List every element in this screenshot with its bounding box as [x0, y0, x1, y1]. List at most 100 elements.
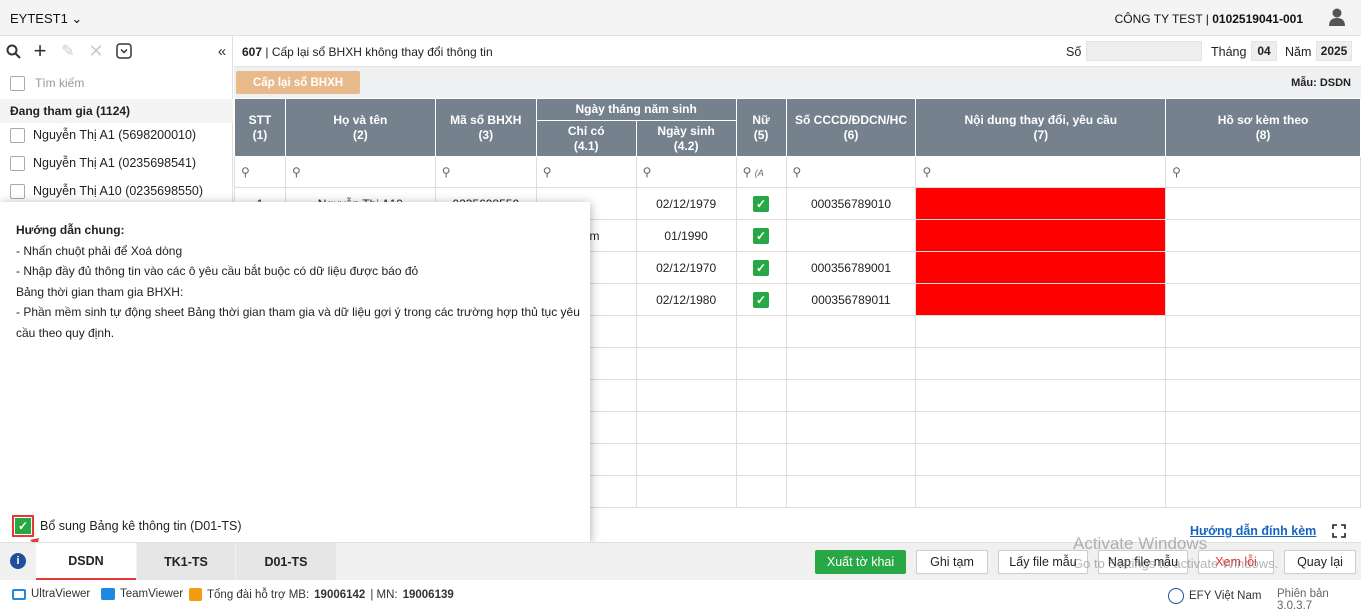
- quay-lai-button[interactable]: Quay lại: [1284, 550, 1356, 574]
- col-hoso: Hồ sơ kèm theo (8): [1165, 98, 1361, 157]
- efy-logo-icon: [1168, 588, 1184, 604]
- cell-nu[interactable]: ✓: [735, 251, 787, 284]
- list-item[interactable]: Nguyễn Thị A10 (0235698550): [10, 180, 203, 202]
- filter-cell[interactable]: ⚲: [1165, 156, 1361, 188]
- search-icon: ⚲: [922, 165, 932, 179]
- collapse-icon[interactable]: «: [217, 42, 227, 60]
- guide-title: Hướng dẫn chung:: [16, 223, 125, 237]
- phone-icon: [189, 588, 202, 601]
- xuat-to-khai-button[interactable]: Xuất tờ khai: [815, 550, 906, 574]
- cell-noidung-error[interactable]: [915, 251, 1167, 284]
- nap-file-mau-button[interactable]: Nạp file mẫu: [1098, 550, 1188, 574]
- filter-cell[interactable]: ⚲: [635, 156, 737, 188]
- cell-ngaysinh[interactable]: 02/12/1979: [635, 187, 737, 220]
- col-noidung: Nội dung thay đổi, yêu cầu (7): [915, 98, 1167, 157]
- expand-icon[interactable]: [1332, 524, 1346, 538]
- cell-noidung-error[interactable]: [915, 187, 1167, 220]
- cell-nu[interactable]: ✓: [735, 219, 787, 252]
- bottom-bar: i DSDN TK1-TS D01-TS Xuất tờ khai Ghi tạ…: [0, 542, 1361, 580]
- tenant-selector[interactable]: EYTEST1 ⌄: [10, 11, 83, 26]
- guide-line: Bảng thời gian tham gia BHXH:: [16, 284, 184, 299]
- filter-cell[interactable]: ⚲: [915, 156, 1167, 188]
- cell-ngaysinh[interactable]: 02/12/1970: [635, 251, 737, 284]
- col-hoten: Họ và tên (2): [284, 98, 436, 157]
- search-icon: ⚲: [241, 165, 250, 179]
- col-ngaysinh-group: Ngày tháng năm sinh: [535, 98, 737, 121]
- filter-cell[interactable]: ⚲: [785, 156, 917, 188]
- cell-nu[interactable]: ✓: [735, 187, 787, 220]
- guide-popup: Hướng dẫn chung: - Nhấn chuột phải để Xo…: [0, 202, 590, 542]
- search-icon[interactable]: [4, 42, 22, 60]
- footer: UltraViewer TeamViewer Tổng đài hỗ trợ M…: [0, 580, 1361, 612]
- cell-hoso[interactable]: [1165, 187, 1361, 220]
- filter-cell[interactable]: ⚲: [284, 156, 436, 188]
- bosung-checkbox[interactable]: ✓: [12, 515, 34, 537]
- filter-cell[interactable]: ⚲ (A: [735, 156, 787, 188]
- windows-watermark: Activate Windows Go to Settings to activ…: [1073, 534, 1279, 571]
- so-label: Số: [1066, 45, 1082, 59]
- nam-input[interactable]: 2025: [1316, 41, 1352, 61]
- filter-cell[interactable]: ⚲: [434, 156, 537, 188]
- search-icon: ⚲: [542, 165, 552, 179]
- monitor-icon: [12, 588, 26, 600]
- cell-noidung-error[interactable]: [915, 283, 1167, 316]
- bosung-checkbox-row[interactable]: ✓ Bổ sung Bảng kê thông tin (D01-TS): [12, 515, 242, 537]
- dropdown-box-icon[interactable]: [115, 42, 133, 60]
- cell-cccd[interactable]: 000356789011: [785, 283, 917, 316]
- info-icon[interactable]: i: [10, 553, 26, 569]
- item-checkbox[interactable]: [10, 127, 25, 143]
- cell-ngaysinh[interactable]: 02/12/1980: [635, 283, 737, 316]
- user-icon[interactable]: [1327, 7, 1347, 27]
- cell-cccd[interactable]: 000356789010: [785, 187, 917, 220]
- search-icon: ⚲: [291, 165, 301, 179]
- xem-loi-button[interactable]: Xem lỗi: [1198, 550, 1274, 574]
- company-info: CÔNG TY TEST | 0102519041-001: [1114, 12, 1303, 26]
- guide-text: Hướng dẫn chung: - Nhấn chuột phải để Xo…: [16, 220, 586, 343]
- teamviewer-icon: [101, 588, 115, 600]
- cell-noidung-error[interactable]: [915, 219, 1167, 252]
- group-header[interactable]: Đang tham gia (1124): [0, 99, 233, 123]
- list-item[interactable]: Nguyễn Thị A1 (0235698541): [10, 152, 196, 174]
- so-input[interactable]: [1086, 41, 1202, 61]
- item-checkbox[interactable]: [10, 155, 25, 171]
- cell-cccd[interactable]: [785, 219, 917, 252]
- col-ngaysinh: Ngày sinh (4.2): [635, 120, 737, 157]
- checkmark-icon[interactable]: ✓: [753, 291, 770, 308]
- edit-icon[interactable]: ✎: [61, 43, 75, 60]
- cell-hoso[interactable]: [1165, 219, 1361, 252]
- template-label: Mẫu: DSDN: [1291, 77, 1351, 89]
- page-title: 607 | Cấp lại sổ BHXH không thay đổi thô…: [242, 45, 493, 59]
- checkmark-icon[interactable]: ✓: [753, 227, 770, 244]
- teamviewer-link[interactable]: TeamViewer: [101, 588, 183, 600]
- cell-nu[interactable]: ✓: [735, 283, 787, 316]
- tab-d01-ts[interactable]: D01-TS: [236, 543, 336, 580]
- ultraviewer-link[interactable]: UltraViewer: [12, 588, 90, 600]
- tab-tk1-ts[interactable]: TK1-TS: [137, 543, 235, 580]
- cell-hoso[interactable]: [1165, 283, 1361, 316]
- checkmark-icon[interactable]: ✓: [753, 195, 770, 212]
- guide-link[interactable]: Hướng dẫn đính kèm: [1190, 524, 1317, 538]
- delete-icon[interactable]: ✕: [88, 40, 104, 61]
- cell-cccd[interactable]: 000356789001: [785, 251, 917, 284]
- guide-line: - Phần mềm sinh tự động sheet Bảng thời …: [16, 305, 580, 340]
- thang-input[interactable]: 04: [1251, 41, 1277, 61]
- list-item[interactable]: Nguyễn Thị A1 (5698200010): [10, 124, 196, 146]
- cell-hoso[interactable]: [1165, 251, 1361, 284]
- filter-cell[interactable]: ⚲: [234, 156, 286, 188]
- lay-file-mau-button[interactable]: Lấy file mẫu: [998, 550, 1088, 574]
- hotline: Tổng đài hỗ trợ MB: 19006142 | MN: 19006139: [189, 588, 454, 601]
- chevron-down-icon: ⌄: [71, 11, 83, 26]
- nam-label: Năm: [1285, 45, 1312, 59]
- checkmark-icon[interactable]: ✓: [753, 259, 770, 276]
- filter-cell[interactable]: ⚲: [535, 156, 637, 188]
- col-chico: Chỉ có (4.1): [535, 120, 637, 157]
- ghi-tam-button[interactable]: Ghi tạm: [916, 550, 988, 574]
- cell-ngaysinh[interactable]: 01/1990: [635, 219, 737, 252]
- tab-dsdn[interactable]: DSDN: [36, 543, 136, 580]
- select-all-checkbox[interactable]: [10, 75, 25, 91]
- search-input[interactable]: Tìm kiếm: [10, 72, 225, 94]
- cap-lai-so-button[interactable]: Cấp lại sổ BHXH: [236, 71, 360, 94]
- filter-row: ⚲ ⚲ ⚲ ⚲ ⚲ ⚲ (A ⚲ ⚲ ⚲: [234, 156, 1361, 188]
- add-icon[interactable]: +: [33, 38, 47, 63]
- item-checkbox[interactable]: [10, 183, 25, 199]
